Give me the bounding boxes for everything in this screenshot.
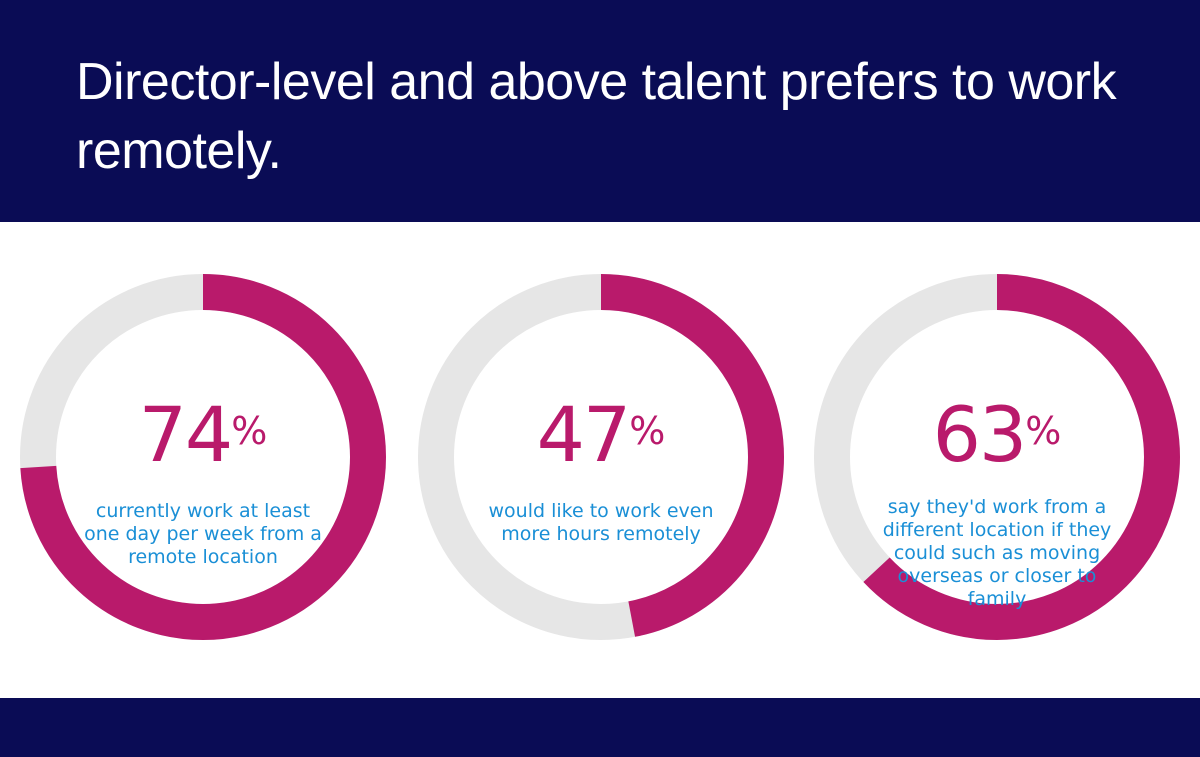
percent-label: 63% — [807, 395, 1187, 475]
percent-value: 47 — [536, 390, 632, 479]
percent-sign: % — [1025, 409, 1062, 453]
percent-value: 63 — [932, 390, 1028, 479]
donut-chart: 74% currently work at least one day per w… — [13, 267, 393, 647]
percent-label: 74% — [13, 395, 393, 475]
donut-chart: 63% say they'd work from a different loca… — [807, 267, 1187, 647]
donut-charts: 74% currently work at least one day per w… — [0, 222, 1200, 698]
page-title: Director-level and above talent prefers … — [76, 53, 1117, 180]
donut-value-arc — [20, 274, 386, 640]
donut-value-arc — [418, 274, 784, 640]
stat-description: currently work at least one day per week… — [84, 500, 322, 568]
stat-description: say they'd work from a different locatio… — [882, 496, 1112, 610]
percent-sign: % — [629, 409, 666, 453]
stat-description: would like to work even more hours remot… — [488, 500, 714, 545]
donut-chart: 47% would like to work even more hours re… — [411, 267, 791, 647]
percent-sign: % — [231, 409, 268, 453]
header-banner: Director-level and above talent prefers … — [0, 0, 1200, 222]
donut-value-arc — [814, 274, 1180, 640]
percent-label: 47% — [411, 395, 791, 475]
footer-banner — [0, 698, 1200, 757]
percent-value: 74 — [138, 390, 234, 479]
